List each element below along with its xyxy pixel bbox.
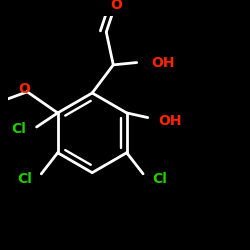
- Text: O: O: [18, 82, 30, 96]
- Text: OH: OH: [151, 56, 174, 70]
- Text: OH: OH: [158, 114, 182, 128]
- Text: O: O: [110, 0, 122, 12]
- Text: Cl: Cl: [11, 122, 26, 136]
- Text: Cl: Cl: [152, 172, 167, 185]
- Text: Cl: Cl: [17, 172, 32, 185]
